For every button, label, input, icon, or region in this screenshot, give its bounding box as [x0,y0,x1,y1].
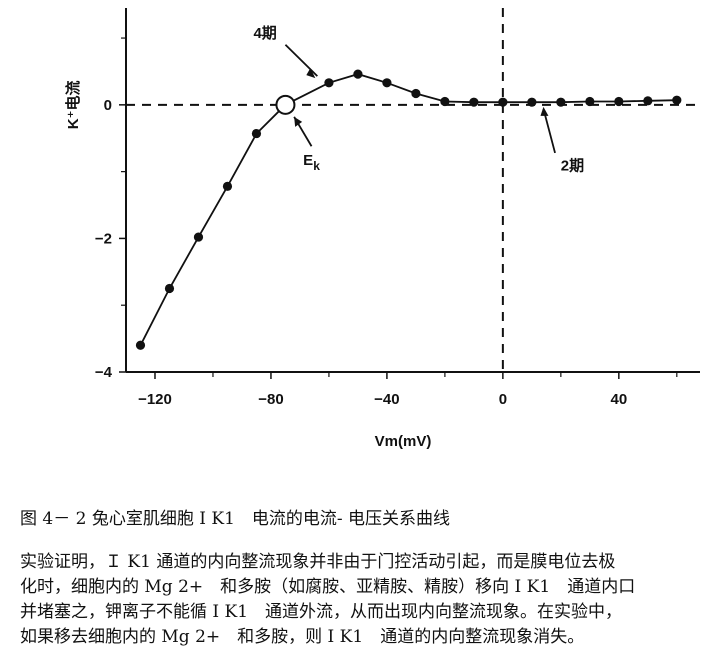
data-point [164,283,175,294]
reference-lines [126,8,700,372]
annotation-phase4: 4期 [253,24,276,42]
annotation-arrowhead [540,106,549,116]
reversal-potential-marker [275,94,296,115]
y-tick-label: 0 [104,97,112,114]
tick-labels: −4 −2 0 −120 −80 −40 0 40 Vm(mV) K⁺电流 [64,80,627,450]
data-point [498,97,508,107]
data-point [585,96,595,107]
x-tick-label: −120 [138,391,172,408]
data-point [135,340,146,350]
body-line: 实验证明，Ｉ K1 通道的内向整流现象并非由于门控活动引起，而是膜电位去极 [20,552,616,572]
data-point [643,96,653,106]
x-tick-label: −80 [258,391,283,408]
y-tick-label: −2 [95,230,112,247]
annotation-ek: Ek [303,152,320,173]
iv-curve-chart: 4期 Ek 2期 −4 −2 0 −120 −80 −40 0 40 Vm(mV) K⁺电流 [64,8,700,450]
data-point [353,69,363,79]
data-point [614,96,624,107]
data-point [251,128,262,139]
annotation-phase2: 2期 [561,156,584,174]
annotation-arrowhead [306,68,316,79]
x-tick-label: −40 [374,391,399,408]
data-point [672,95,682,105]
data-point [222,181,233,191]
data-point [193,232,204,242]
x-axis-title: Vm(mV) [375,433,432,450]
y-axis-title: K⁺电流 [64,80,82,129]
data-line [139,73,677,346]
data-point [440,96,450,107]
data-points [135,69,682,350]
body-line: 如果移去细胞内的 Mg 2+ 和多胺，则 I K1 通道的内向整流现象消失。 [20,627,585,647]
data-point [411,88,421,99]
axes [119,8,700,379]
body-line: 并堵塞之，钾离子不能循 I K1 通道外流，从而出现内向整流现象。在实验中， [20,602,623,622]
data-point [556,97,566,107]
x-tick-label: 0 [499,391,507,408]
series-line [139,73,677,346]
data-point [469,97,479,107]
data-point [324,78,334,88]
figure-caption: 图 4－ 2 兔心室肌细胞 I K1 电流的电流- 电压关系曲线 [20,509,451,529]
annotation-arrowhead [294,116,303,127]
annotation-arrow-line [284,44,318,77]
y-tick-label: −4 [95,364,113,381]
body-paragraph: 实验证明，Ｉ K1 通道的内向整流现象并非由于门控活动引起，而是膜电位去极 化时… [20,550,710,650]
x-tick-label: 40 [610,391,627,408]
data-point [527,97,537,107]
annotations: 4期 Ek 2期 [253,24,584,174]
data-point [382,78,392,88]
body-line: 化时，细胞内的 Mg 2+ 和多胺（如腐胺、亚精胺、精胺）移向 I K1 通道内… [20,577,636,597]
annotation-arrow-line [542,108,556,154]
